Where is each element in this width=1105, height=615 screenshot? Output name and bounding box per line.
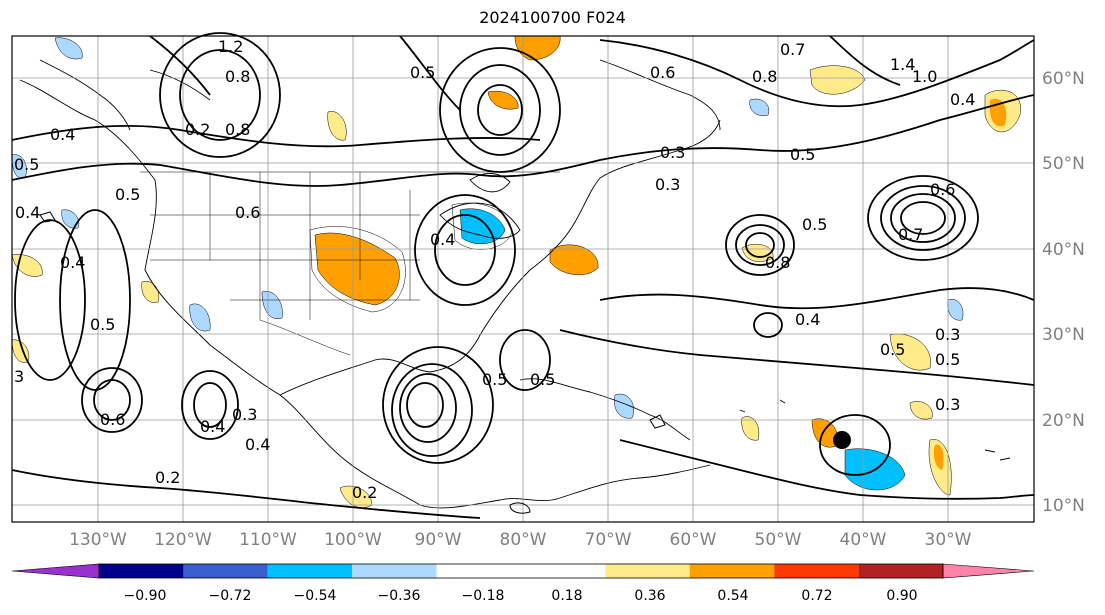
- svg-text:0.5: 0.5: [802, 215, 827, 234]
- svg-text:0.5: 0.5: [482, 370, 507, 389]
- svg-text:0.3: 0.3: [935, 325, 960, 344]
- lat-label: 20°N: [1042, 411, 1085, 431]
- svg-text:0.4: 0.4: [200, 417, 225, 436]
- svg-text:0.5: 0.5: [90, 315, 115, 334]
- svg-text:0.5: 0.5: [14, 155, 39, 174]
- lon-label: 110°W: [239, 530, 297, 550]
- contour-layer: [11, 32, 1035, 519]
- colorbar-swatch: [267, 564, 353, 578]
- colorbar-tick-labels: −0.90 −0.72 −0.54 −0.36 −0.18 0.18 0.36 …: [124, 588, 918, 604]
- svg-text:1.4: 1.4: [890, 55, 915, 74]
- svg-text:0.3: 0.3: [935, 395, 960, 414]
- svg-text:0.7: 0.7: [780, 40, 805, 59]
- colorbar: [11, 563, 1035, 579]
- svg-text:0.2: 0.2: [352, 483, 377, 502]
- svg-text:0.5: 0.5: [880, 340, 905, 359]
- colorbar-tick: 0.90: [886, 588, 917, 604]
- lat-label: 60°N: [1042, 69, 1085, 89]
- svg-text:0.8: 0.8: [225, 67, 250, 86]
- colorbar-tick: −0.72: [209, 588, 252, 604]
- colorbar-tick: −0.54: [294, 588, 337, 604]
- svg-text:0.3: 0.3: [655, 175, 680, 194]
- colorbar-tick: 0.36: [634, 588, 665, 604]
- svg-text:0.5: 0.5: [115, 185, 140, 204]
- lon-label: 70°W: [585, 530, 632, 550]
- svg-text:0.5: 0.5: [410, 63, 435, 82]
- colorbar-tick: 0.18: [551, 588, 582, 604]
- colorbar-swatch: [521, 564, 606, 578]
- colorbar-swatch: [774, 564, 859, 578]
- colorbar-tick: −0.36: [378, 588, 421, 604]
- svg-text:0.7: 0.7: [898, 225, 923, 244]
- svg-text:0.6: 0.6: [650, 63, 675, 82]
- colorbar-swatch: [605, 564, 690, 578]
- svg-text:0.2: 0.2: [155, 468, 180, 487]
- thin-contour-layer: [39, 211, 666, 514]
- svg-text:0.6: 0.6: [235, 203, 260, 222]
- colorbar-arrow-right: [942, 563, 1035, 579]
- svg-text:0.8: 0.8: [225, 120, 250, 139]
- lon-label: 130°W: [69, 530, 127, 550]
- lon-label: 120°W: [154, 530, 212, 550]
- colorbar-arrow-left: [11, 563, 100, 579]
- colorbar-tick: 0.54: [717, 588, 748, 604]
- lon-label: 90°W: [415, 530, 462, 550]
- lon-label: 40°W: [840, 530, 887, 550]
- coastline-layer: [19, 59, 1011, 509]
- svg-text:3: 3: [14, 367, 24, 386]
- latitude-labels: 60°N 50°N 40°N 30°N 20°N 10°N: [1042, 69, 1085, 516]
- political-border-layer: [140, 171, 560, 356]
- map-frame: [11, 35, 1035, 523]
- svg-text:0.5: 0.5: [935, 350, 960, 369]
- contour-label-layer: 1.2 0.8 0.4 0.5 0.6 0.7 0.8 0.3 0.5 0.4 …: [14, 37, 975, 502]
- svg-text:0.5: 0.5: [790, 145, 815, 164]
- longitude-labels: 130°W 120°W 110°W 100°W 90°W 80°W 70°W 6…: [69, 530, 972, 550]
- svg-text:0.5: 0.5: [530, 370, 555, 389]
- colorbar-swatch: [99, 564, 184, 578]
- lat-label: 10°N: [1042, 496, 1085, 516]
- lat-label: 40°N: [1042, 240, 1085, 260]
- svg-text:0.8: 0.8: [765, 253, 790, 272]
- svg-text:0.6: 0.6: [930, 180, 955, 199]
- svg-text:0.3: 0.3: [232, 405, 257, 424]
- lat-label: 30°N: [1042, 325, 1085, 345]
- lon-label: 100°W: [324, 530, 382, 550]
- svg-text:1.2: 1.2: [218, 37, 243, 56]
- shaded-field-layer: [11, 35, 1021, 508]
- colorbar-swatch: [183, 564, 268, 578]
- svg-text:0.4: 0.4: [795, 310, 820, 329]
- lon-label: 60°W: [670, 530, 717, 550]
- svg-text:0.8: 0.8: [752, 67, 777, 86]
- colorbar-swatch: [689, 564, 775, 578]
- svg-text:0.4: 0.4: [950, 90, 975, 109]
- svg-text:0.4: 0.4: [50, 125, 75, 144]
- svg-text:0.4: 0.4: [245, 435, 270, 454]
- lon-label: 80°W: [500, 530, 547, 550]
- lon-label: 30°W: [925, 530, 972, 550]
- svg-text:0.4: 0.4: [430, 230, 455, 249]
- svg-text:1.0: 1.0: [912, 67, 937, 86]
- lon-label: 50°W: [755, 530, 802, 550]
- colorbar-tick: −0.18: [462, 588, 505, 604]
- colorbar-swatch: [858, 564, 943, 578]
- colorbar-swatch: [352, 564, 437, 578]
- colorbar-tick: 0.72: [801, 588, 832, 604]
- svg-text:0.2: 0.2: [185, 120, 210, 139]
- lat-label: 50°N: [1042, 154, 1085, 174]
- storm-center-marker: [833, 431, 851, 449]
- svg-text:0.4: 0.4: [60, 253, 85, 272]
- svg-text:0.6: 0.6: [100, 410, 125, 429]
- svg-text:0.3: 0.3: [660, 143, 685, 162]
- svg-text:0.4: 0.4: [15, 203, 40, 222]
- colorbar-swatch: [436, 564, 521, 578]
- colorbar-tick: −0.90: [124, 588, 167, 604]
- map-title: 2024100700 F024: [479, 8, 626, 27]
